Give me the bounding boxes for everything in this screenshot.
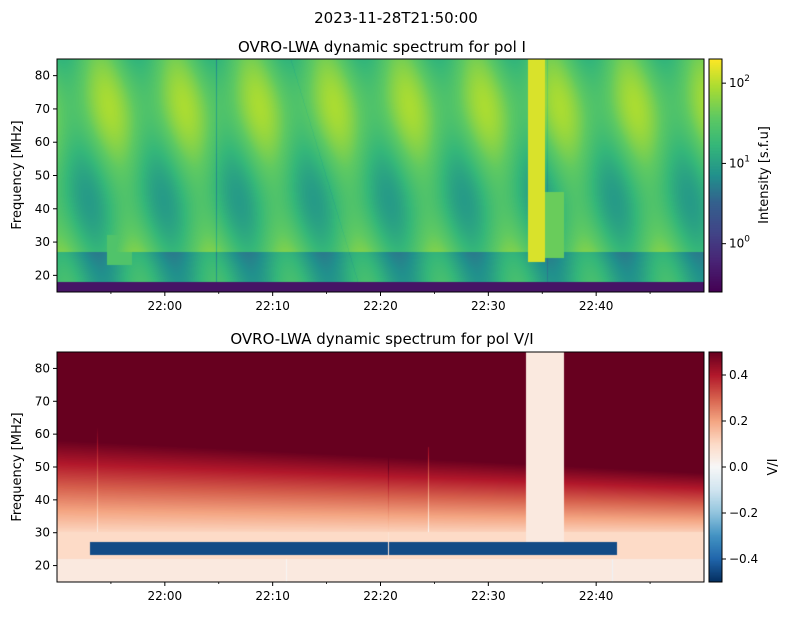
x-tick-label: 22:00 [148,589,183,603]
x-tick-label: 22:40 [579,589,614,603]
x-ticks: 22:00 22:10 22:20 22:30 22:40 [110,582,651,603]
x-tick-label: 22:30 [471,299,506,313]
heatmap-image [57,352,704,582]
colorbar-frame [708,58,723,293]
y-tick-label: 70 [35,102,50,116]
y-ticks: 20 30 40 50 60 70 80 [35,361,57,573]
y-tick-label: 30 [35,235,50,249]
colorbar-label: V/I [766,458,781,475]
colorbar-ticks: 0.4 0.2 0.0 −0.2 −0.4 [722,368,758,566]
heatmap-image [57,59,704,292]
x-tick-label: 22:10 [255,589,290,603]
panel-title: OVRO-LWA dynamic spectrum for pol V/I [230,330,533,348]
y-tick-label: 60 [35,135,50,149]
y-tick-label: 70 [35,394,50,408]
y-tick-label: 60 [35,427,50,441]
colorbar-tick-label: −0.4 [729,552,758,566]
y-tick-label: 20 [35,268,50,282]
colorbar-ticks: 100 101 102 [722,74,750,251]
y-axis-label: Frequency [MHz] [10,412,25,521]
y-tick-label: 20 [35,559,50,573]
y-tick-label: 30 [35,526,50,540]
x-tick-label: 22:20 [363,299,398,313]
y-tick-label: 80 [35,361,50,375]
colorbar [709,352,722,582]
colorbar [709,59,722,292]
x-ticks: 22:00 22:10 22:20 22:30 22:40 [110,292,651,313]
x-tick-label: 22:00 [148,299,183,313]
x-tick-label: 22:30 [471,589,506,603]
y-tick-label: 50 [35,460,50,474]
y-tick-label: 50 [35,169,50,183]
y-tick-label: 80 [35,69,50,83]
y-axis-label: Frequency [MHz] [10,120,25,229]
panel-pol-vi: OVRO-LWA dynamic spectrum for pol V/I Fr… [10,330,781,603]
y-tick-label: 40 [35,493,50,507]
colorbar-tick-label: 102 [729,74,750,90]
figure-suptitle: 2023-11-28T21:50:00 [314,9,478,27]
colorbar-tick-label: 0.2 [729,414,748,428]
panel-pol-i: OVRO-LWA dynamic spectrum for pol I Freq… [10,38,772,313]
colorbar-tick-label: 0.0 [729,460,748,474]
x-tick-label: 22:20 [363,589,398,603]
y-ticks: 20 30 40 50 60 70 80 [35,69,57,282]
x-tick-label: 22:10 [255,299,290,313]
colorbar-label: Intensity [s.f.u] [757,126,772,224]
colorbar-tick-label: 100 [729,235,750,251]
colorbar-tick-label: −0.2 [729,506,758,520]
y-tick-label: 40 [35,202,50,216]
x-tick-label: 22:40 [579,299,614,313]
colorbar-tick-label: 101 [729,154,750,170]
panel-title: OVRO-LWA dynamic spectrum for pol I [238,38,526,56]
colorbar-tick-label: 0.4 [729,368,748,382]
